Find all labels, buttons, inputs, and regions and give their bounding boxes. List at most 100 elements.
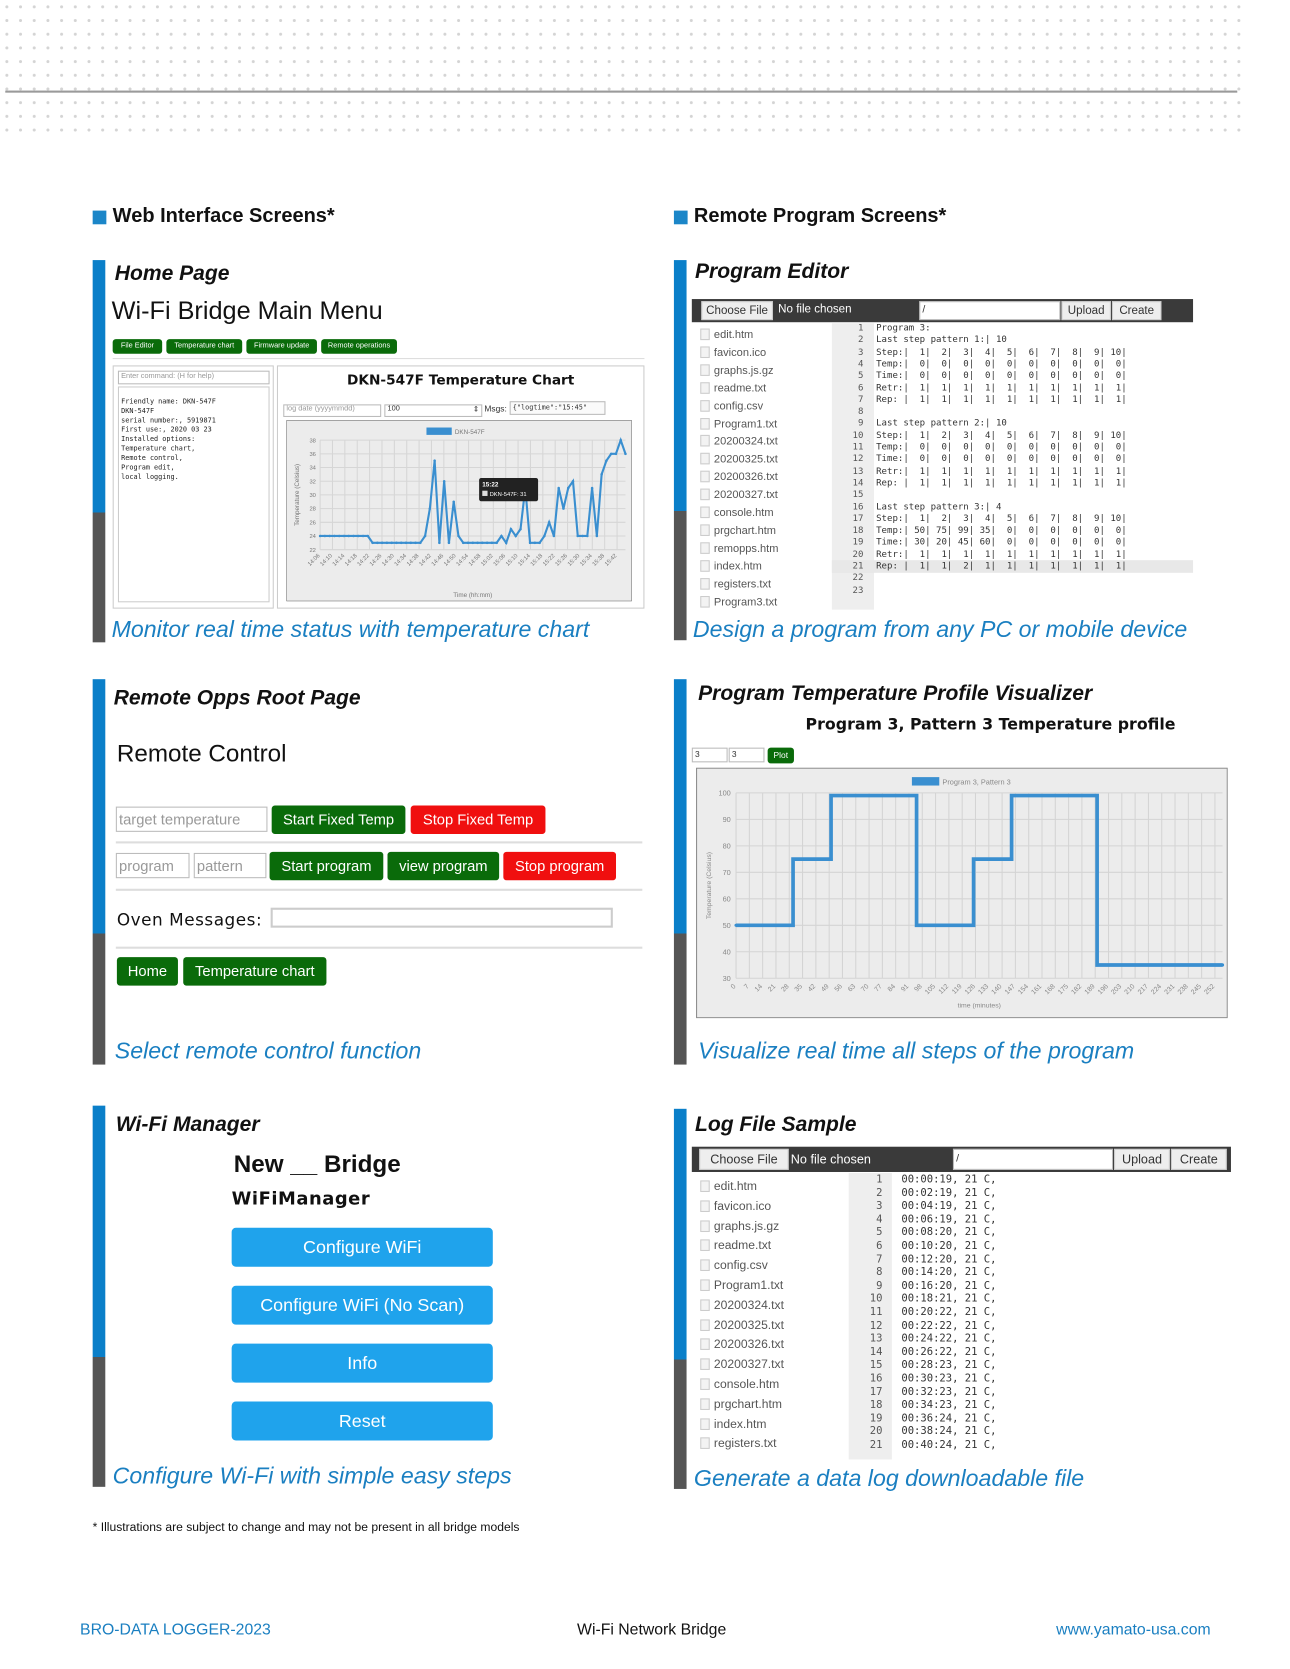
menu-button-temperature-chart[interactable]: Temperature chart [166, 339, 243, 354]
file-item[interactable]: edit.htm [700, 1180, 757, 1193]
y-tick-label: 30 [723, 974, 731, 983]
file-item[interactable]: index.htm [700, 559, 762, 573]
command-input[interactable]: Enter command: (H for help) [117, 370, 270, 385]
data-point [390, 541, 393, 545]
section-heading-remote: Remote Program Screens* [673, 205, 946, 228]
data-point [433, 459, 436, 462]
file-item[interactable]: 20200324.txt [700, 1299, 784, 1312]
reset-button[interactable]: Reset [231, 1401, 493, 1441]
x-tick-label: 77 [873, 983, 883, 993]
stop-fixed-temp-button[interactable]: Stop Fixed Temp [410, 805, 546, 834]
temperature-chart-button[interactable]: Temperature chart [183, 957, 327, 986]
divider [115, 946, 643, 949]
y-tick-label: 80 [723, 841, 731, 850]
caption-home: Monitor real time status with temperatur… [111, 616, 590, 643]
pattern-input[interactable]: pattern [193, 852, 267, 879]
code-line: Rep: | 1| 1| 1| 1| 1| 1| 1| 1| 1| 1| [876, 394, 1127, 406]
y-tick-label: 32 [309, 479, 315, 485]
file-item[interactable]: graphs.js.gz [700, 364, 774, 377]
file-item[interactable]: 20200324.txt [700, 435, 778, 448]
code-line: Time:| 0| 0| 0| 0| 0| 0| 0| 0| 0| 0| [876, 454, 1127, 465]
file-name: readme.txt [713, 381, 767, 395]
create-button[interactable]: Create [1170, 1148, 1227, 1170]
panel-title-editor: Program Editor [694, 260, 849, 284]
file-item[interactable]: 20200326.txt [700, 1338, 784, 1352]
panel-accent-bar [673, 1108, 687, 1489]
create-button[interactable]: Create [1111, 301, 1162, 321]
code-line: 00:32:23, 21 C, [901, 1386, 997, 1398]
x-tick-label: 0 [730, 983, 738, 991]
configure-wifi-button[interactable]: Configure WiFi [231, 1227, 493, 1267]
line-number: 5 [857, 370, 864, 382]
configure-wifi-no-scan-button[interactable]: Configure WiFi (No Scan) [231, 1285, 493, 1325]
choose-file-button[interactable]: Choose File [699, 1148, 789, 1170]
home-button[interactable]: Home [116, 957, 178, 986]
path-input[interactable]: / [952, 1148, 1114, 1170]
view-program-button[interactable]: view program [387, 851, 500, 881]
y-tick-label: 38 [309, 438, 315, 444]
msgs-box[interactable]: {"logtime":"15:45" [509, 401, 606, 415]
y-tick-label: 90 [723, 815, 731, 824]
file-item[interactable]: Program3.txt [700, 595, 777, 608]
file-icon [700, 1279, 710, 1291]
choose-file-button[interactable]: Choose File [701, 301, 773, 321]
upload-button[interactable]: Upload [1114, 1148, 1170, 1170]
file-icon [700, 1378, 710, 1390]
file-item[interactable]: config.csv [700, 399, 763, 412]
footer-website-link[interactable]: www.yamato-usa.com [1056, 1620, 1211, 1639]
file-name: 20200326.txt [713, 1338, 784, 1352]
file-item[interactable]: 20200325.txt [700, 453, 778, 466]
file-item[interactable]: 20200327.txt [700, 1358, 784, 1371]
file-item[interactable]: prgchart.htm [700, 1398, 782, 1411]
start-program-button[interactable]: Start program [269, 851, 384, 881]
y-tick-label: 26 [309, 520, 315, 526]
data-point [533, 541, 537, 545]
path-input[interactable]: / [919, 301, 1061, 321]
file-item[interactable]: favicon.ico [700, 1200, 771, 1213]
series-line [736, 793, 1223, 967]
stepper-arrows-icon[interactable]: ⇕ [472, 406, 480, 414]
file-item[interactable]: console.htm [700, 506, 774, 519]
file-item[interactable]: registers.txt [700, 577, 771, 590]
pattern-number-input[interactable]: 3 [728, 747, 765, 763]
code-line: Step:| 1| 2| 3| 4| 5| 6| 7| 8| 9| 10| [876, 513, 1127, 525]
upload-button[interactable]: Upload [1061, 301, 1111, 321]
stop-program-button[interactable]: Stop program [503, 851, 617, 881]
menu-button-remote-operations[interactable]: Remote operations [321, 339, 397, 354]
file-icon [700, 577, 710, 590]
file-item[interactable]: Program1.txt [700, 417, 777, 430]
file-item[interactable]: favicon.ico [700, 346, 766, 359]
data-point [352, 534, 355, 538]
menu-button-file-editor[interactable]: File Editor [112, 339, 163, 354]
file-item[interactable]: remopps.htm [700, 542, 778, 555]
file-item[interactable]: 20200326.txt [700, 470, 778, 484]
program-number-input[interactable]: 3 [691, 747, 728, 763]
file-item[interactable]: Program1.txt [700, 1279, 783, 1292]
file-item[interactable]: edit.htm [700, 328, 753, 341]
file-item[interactable]: 20200325.txt [700, 1318, 784, 1332]
file-item[interactable]: prgchart.htm [700, 524, 776, 537]
oven-messages-textarea[interactable] [270, 907, 613, 928]
info-button[interactable]: Info [231, 1343, 493, 1383]
program-input[interactable]: program [115, 852, 190, 879]
file-item[interactable]: config.csv [700, 1259, 768, 1272]
start-fixed-temp-button[interactable]: Start Fixed Temp [271, 805, 406, 834]
data-point [972, 857, 976, 861]
x-axis-label: Time (hh:mm) [453, 592, 492, 599]
file-item[interactable]: readme.txt [700, 1239, 771, 1252]
plot-button[interactable]: Plot [767, 747, 794, 764]
file-item[interactable]: readme.txt [700, 381, 767, 395]
file-name: prgchart.htm [713, 524, 777, 537]
file-item[interactable]: registers.txt [700, 1437, 777, 1450]
menu-button-firmware-update[interactable]: Firmware update [246, 339, 317, 354]
temperature-chart-panel: DKN-547F Temperature Chart log date (yyy… [276, 365, 645, 609]
file-item[interactable]: console.htm [700, 1378, 779, 1391]
target-temperature-input[interactable]: target temperature [115, 806, 268, 832]
file-item[interactable]: graphs.js.gz [700, 1219, 779, 1233]
log-date-input[interactable]: log date (yyyymmdd) [283, 404, 382, 417]
file-item[interactable]: index.htm [700, 1417, 766, 1431]
file-item[interactable]: 20200327.txt [700, 488, 778, 501]
file-icon [700, 1338, 710, 1351]
file-name: index.htm [713, 559, 762, 573]
count-stepper[interactable]: 100 ⇕ [384, 404, 483, 417]
